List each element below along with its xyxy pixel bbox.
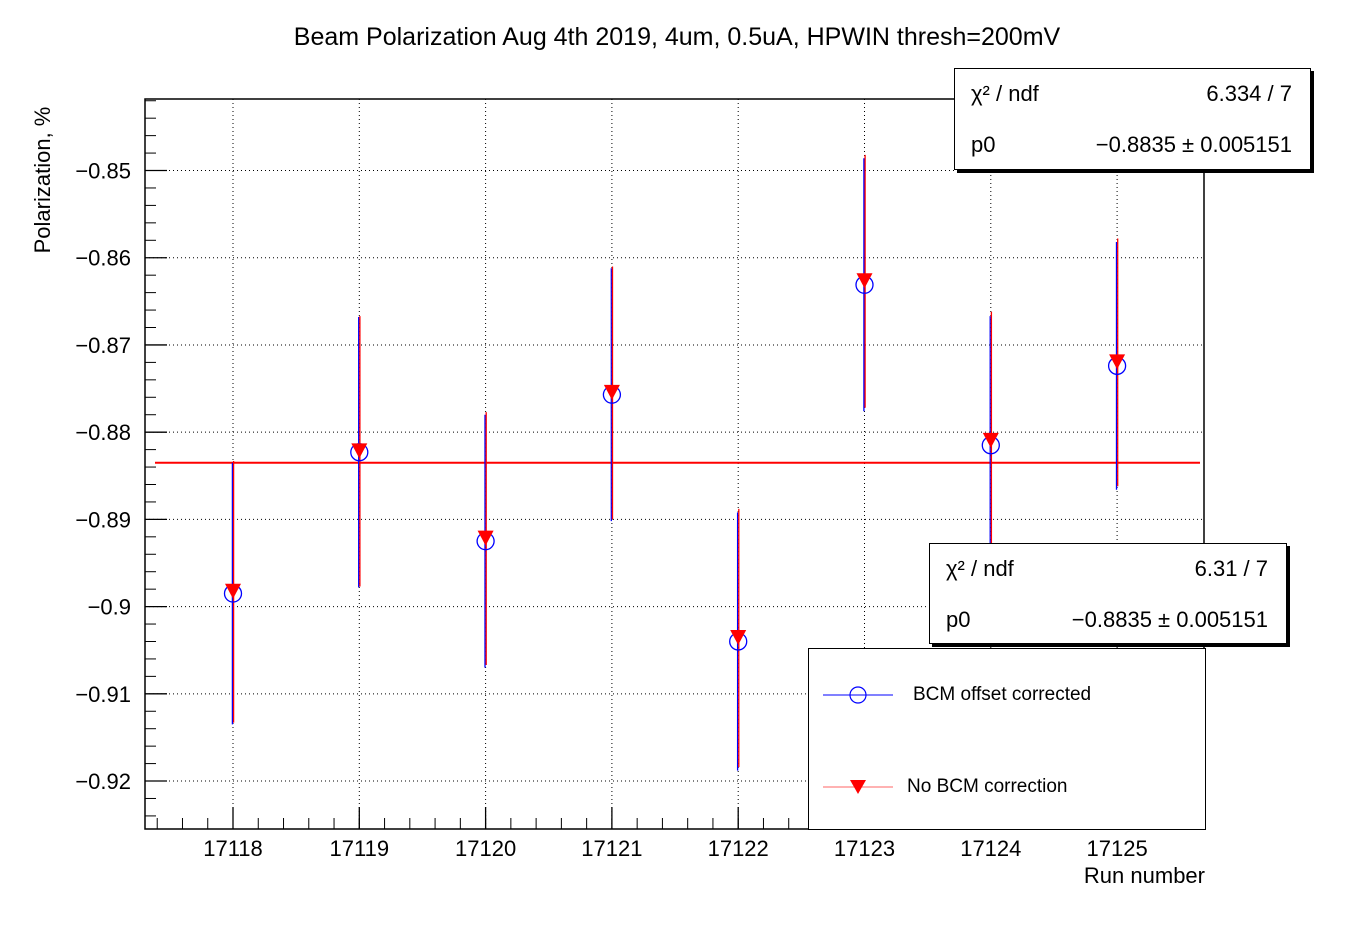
x-tick-label: 17119 [330,836,390,861]
x-axis-label: Run number [1084,863,1205,888]
y-axis-label: Polarization, % [30,107,55,254]
legend-label: BCM offset corrected [913,684,1092,705]
data-point-triangle [982,432,999,448]
fit-stats-box-lower: χ² / ndf 6.31 / 7 p0 −0.8835 ± 0.005151 [929,543,1287,644]
x-tick-label: 17124 [960,836,1021,861]
chi2-label: χ² / ndf [946,556,1014,581]
chi2-value: 6.31 / 7 [1194,556,1268,581]
p0-label: p0 [946,607,971,632]
p0-value: −0.8835 ± 0.005151 [1095,132,1292,157]
data-point-triangle [225,583,241,599]
axes: −0.85 −0.86 −0.87 −0.88 −0.89 −0.9 −0.91 −0.92 1… [75,100,1194,861]
plot-frame [144,98,1205,830]
y-tick-label: −0.88 [75,420,131,445]
x-tick-label: 17120 [455,836,516,861]
legend-marker-triangle [823,780,893,794]
data-point-triangle [351,443,368,459]
legend-label: No BCM correction [907,776,1068,797]
chart-title: Beam Polarization Aug 4th 2019, 4um, 0.5… [294,23,1061,51]
legend: BCM offset corrected No BCM correction [808,648,1206,830]
y-tick-label: −0.91 [75,682,131,707]
data-point-triangle [856,273,873,289]
data-point-triangle [603,384,620,400]
y-tick-label: −0.85 [75,159,131,184]
legend-item: BCM offset corrected [809,680,1205,710]
p0-label: p0 [971,132,996,157]
y-tick-label: −0.9 [88,595,131,620]
p0-value: −0.8835 ± 0.005151 [1071,607,1268,632]
data-layer [223,154,1127,771]
x-tick-label: 17123 [834,836,895,861]
chi2-label: χ² / ndf [971,81,1039,106]
data-point-triangle [730,629,747,645]
y-tick-label: −0.87 [75,333,131,358]
data-point-triangle [1109,354,1126,370]
legend-item: No BCM correction [809,772,1205,802]
y-tick-label: −0.92 [75,769,131,794]
chi2-value: 6.334 / 7 [1206,81,1292,106]
y-tick-label: −0.86 [75,246,131,271]
y-tick-label: −0.89 [75,507,131,532]
x-tick-label: 17118 [203,836,263,861]
fit-stats-box-upper: χ² / ndf 6.334 / 7 p0 −0.8835 ± 0.005151 [954,68,1311,170]
x-tick-label: 17121 [581,836,642,861]
data-point-triangle [477,530,494,546]
legend-marker-circle [823,686,893,704]
x-tick-label: 17122 [708,836,769,861]
x-tick-label: 17125 [1087,836,1148,861]
